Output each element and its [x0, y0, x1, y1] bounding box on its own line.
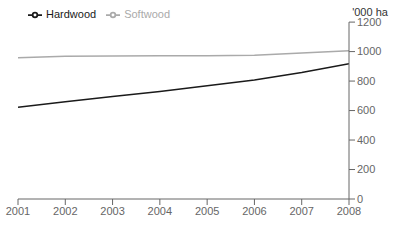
svg-text:400: 400	[357, 134, 375, 146]
svg-text:2005: 2005	[195, 205, 219, 217]
svg-text:1200: 1200	[357, 16, 382, 28]
html-text:Hardwood: Hardwood	[46, 8, 97, 20]
svg-text:2004: 2004	[148, 205, 172, 217]
svg-text:2003: 2003	[100, 205, 124, 217]
svg-text:2007: 2007	[289, 205, 313, 217]
svg-text:'000 ha: '000 ha	[352, 6, 389, 18]
svg-text:800: 800	[357, 75, 375, 87]
svg-text:2002: 2002	[53, 205, 77, 217]
svg-text:1000: 1000	[357, 45, 381, 57]
svg-text:200: 200	[357, 163, 375, 175]
svg-text:2008: 2008	[337, 205, 361, 217]
svg-text:2001: 2001	[8, 205, 30, 217]
svg-text:0: 0	[357, 193, 363, 205]
svg-text:2006: 2006	[242, 205, 266, 217]
svg-text:600: 600	[357, 104, 375, 116]
html-text:Softwood: Softwood	[124, 8, 170, 20]
